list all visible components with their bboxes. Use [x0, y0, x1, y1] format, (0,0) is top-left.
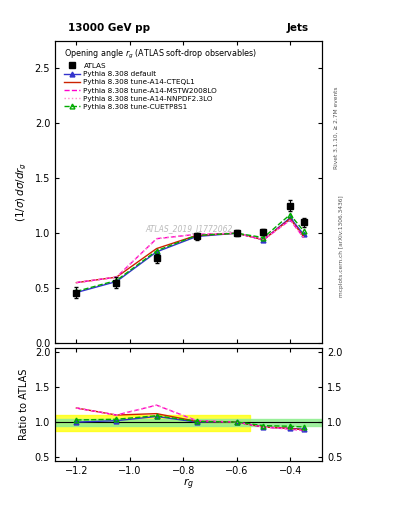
Y-axis label: Ratio to ATLAS: Ratio to ATLAS — [19, 369, 29, 440]
Y-axis label: $(1/\sigma)\,d\sigma/dr_g$: $(1/\sigma)\,d\sigma/dr_g$ — [15, 162, 29, 222]
Text: 13000 GeV pp: 13000 GeV pp — [68, 24, 151, 33]
X-axis label: $r_g$: $r_g$ — [183, 477, 194, 493]
Text: ATLAS_2019_I1772062: ATLAS_2019_I1772062 — [145, 224, 232, 233]
Legend: ATLAS, Pythia 8.308 default, Pythia 8.308 tune-A14-CTEQL1, Pythia 8.308 tune-A14: ATLAS, Pythia 8.308 default, Pythia 8.30… — [64, 48, 257, 110]
Text: Jets: Jets — [287, 24, 309, 33]
Text: Rivet 3.1.10, ≥ 2.7M events: Rivet 3.1.10, ≥ 2.7M events — [334, 87, 338, 169]
Text: mcplots.cern.ch [arXiv:1306.3436]: mcplots.cern.ch [arXiv:1306.3436] — [340, 195, 344, 296]
